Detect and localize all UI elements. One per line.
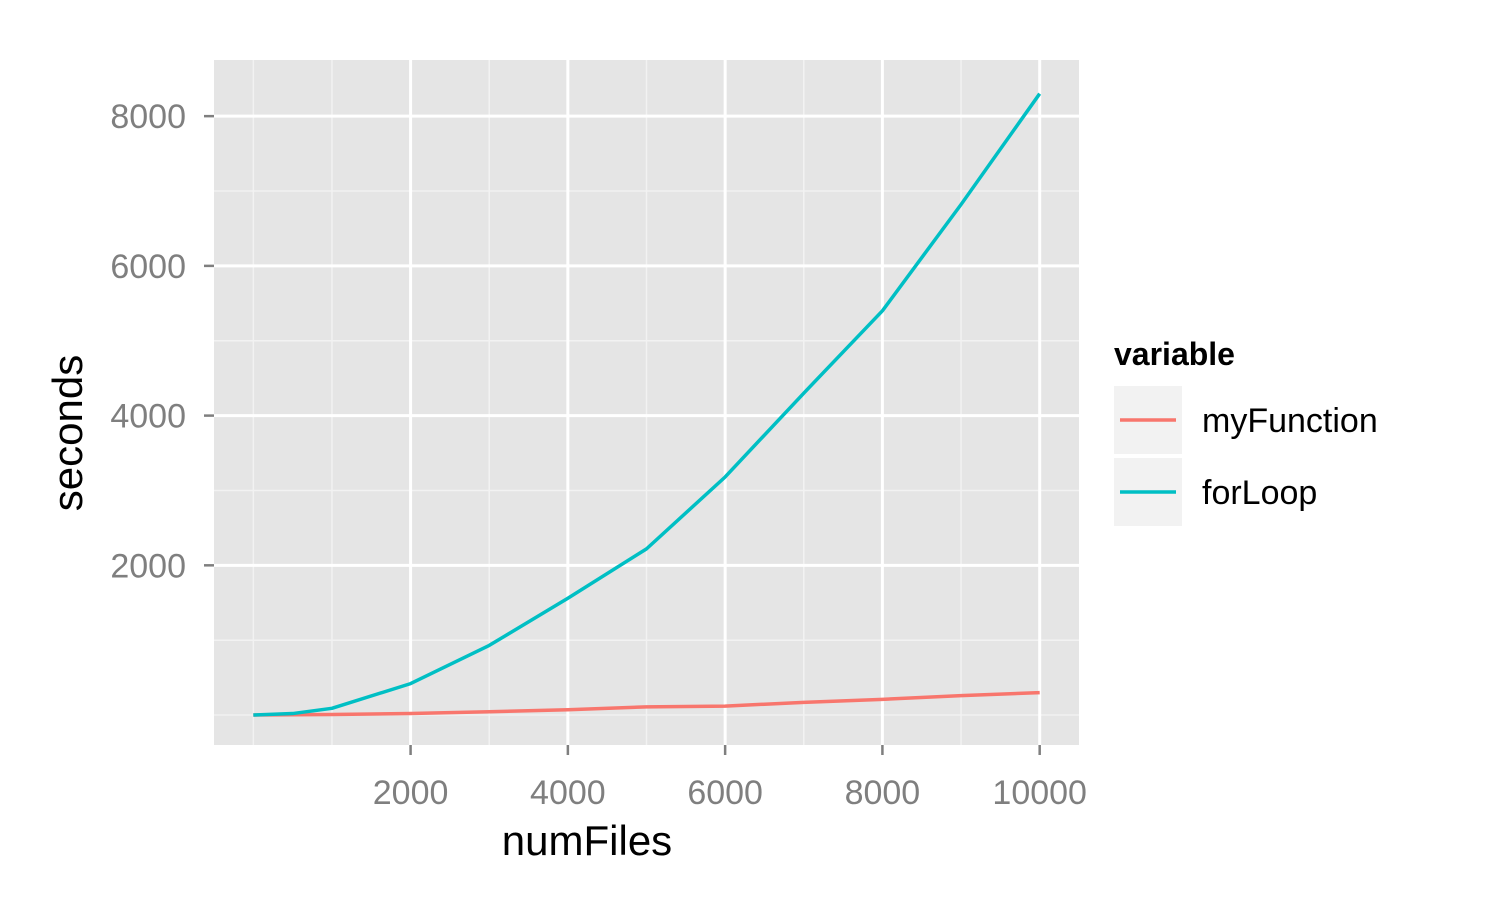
- legend-title: variable: [1114, 336, 1235, 372]
- legend-label-forLoop: forLoop: [1202, 474, 1317, 512]
- series-line-forLoop: [253, 92, 1042, 717]
- y-tick-label: 6000: [110, 248, 186, 286]
- axis-ticks: [204, 114, 1041, 755]
- major-gridlines: [214, 60, 1079, 745]
- y-tick-label: 8000: [110, 98, 186, 136]
- legend-label-myFunction: myFunction: [1202, 402, 1378, 440]
- x-tick-label: 8000: [845, 774, 921, 812]
- legend-items: myFunction forLoop: [1114, 386, 1378, 526]
- x-tick-label: 6000: [687, 774, 763, 812]
- y-tick-label: 4000: [110, 398, 186, 436]
- x-tick-label: 2000: [373, 774, 449, 812]
- tick-labels: 2000 4000 6000 8000 10000 2000 4000 6000 8000: [110, 98, 1087, 812]
- legend: variable myFunction forLoop: [1114, 336, 1378, 526]
- series-line-myFunction: [253, 690, 1040, 717]
- y-axis-title: seconds: [44, 355, 91, 511]
- x-tick-label: 4000: [530, 774, 606, 812]
- x-axis-title: numFiles: [502, 817, 672, 864]
- y-tick-label: 2000: [110, 547, 186, 585]
- series-lines: [253, 92, 1042, 717]
- minor-gridlines: [214, 60, 1079, 745]
- x-tick-label: 10000: [992, 774, 1087, 812]
